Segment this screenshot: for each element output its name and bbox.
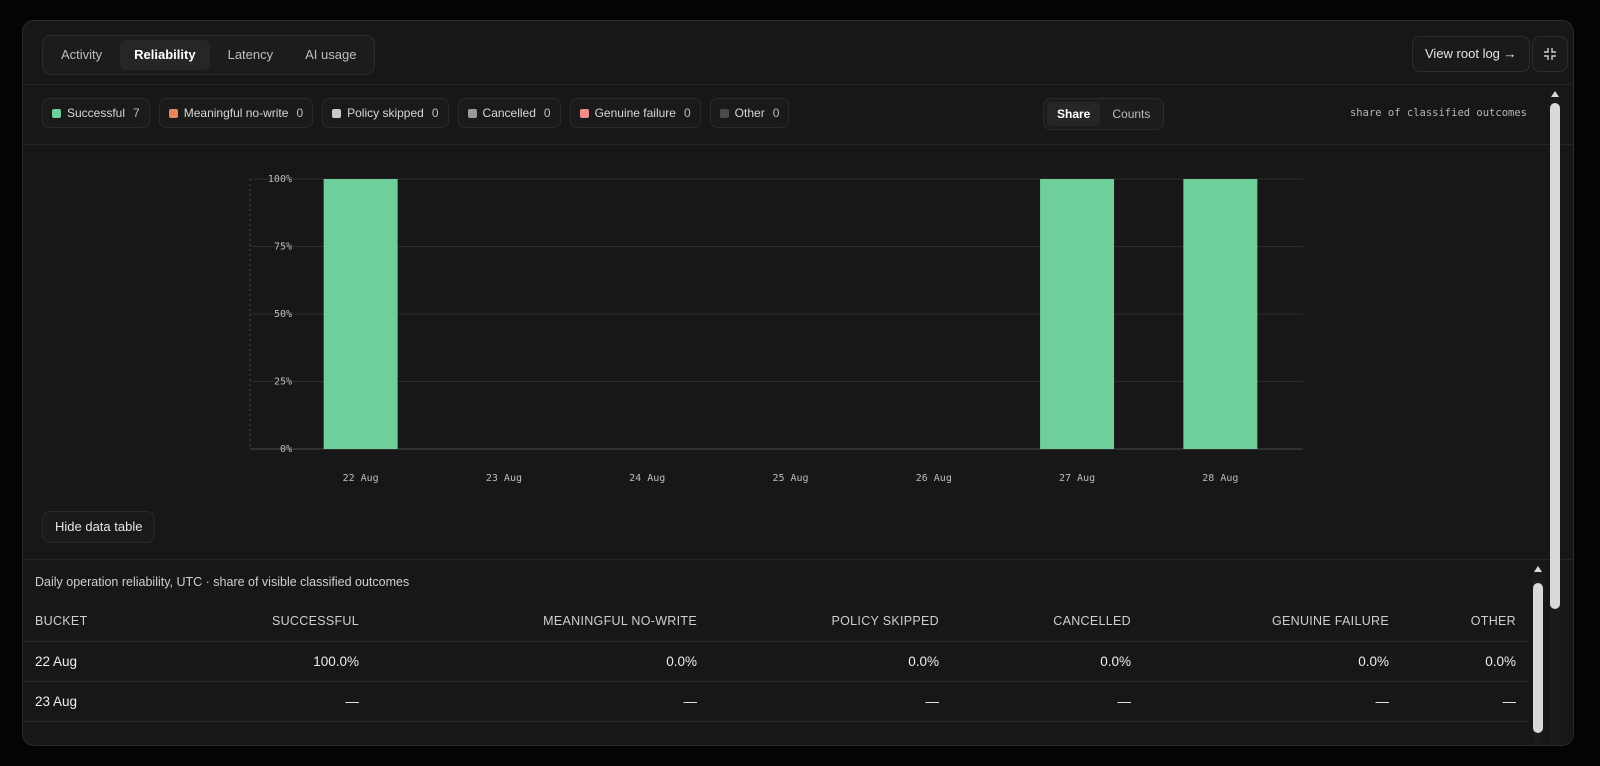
x-tick-label: 22 Aug xyxy=(343,473,379,484)
table-caption: Daily operation reliability, UTC · share… xyxy=(35,575,410,589)
reliability-chart: 0% 25% 50% 75% 100% 22 Aug 23 Aug 24 Aug 25 Aug 2… xyxy=(249,174,1303,484)
legend-swatch xyxy=(467,108,477,118)
y-tick-label: 25% xyxy=(274,377,292,388)
collapse-icon xyxy=(1544,48,1556,60)
y-tick-label: 75% xyxy=(274,242,292,253)
tab-activity[interactable]: Activity xyxy=(61,47,103,62)
table-cell: — xyxy=(1401,681,1528,722)
share-toggle[interactable]: Share xyxy=(1047,102,1101,126)
legend-count: 0 xyxy=(683,106,691,120)
column-header: POLICY SKIPPED xyxy=(709,601,951,642)
y-tick-label: 100% xyxy=(268,174,292,185)
data-table: BUCKET SUCCESSFUL MEANINGFUL NO-WRITE PO… xyxy=(23,601,1528,722)
legend: Successful 7 Meaningful no-write 0 Polic… xyxy=(42,98,790,128)
mode-toggle: Share Counts xyxy=(1043,98,1165,130)
table-cell: 0.0% xyxy=(1143,641,1401,682)
tab-ai-usage[interactable]: AI usage xyxy=(305,47,357,62)
legend-swatch xyxy=(719,108,729,118)
legend-swatch xyxy=(168,108,178,118)
collapse-button[interactable] xyxy=(1532,36,1568,72)
table-cell: — xyxy=(203,681,371,722)
table-cell: 0.0% xyxy=(371,641,709,682)
scroll-up-icon[interactable] xyxy=(1534,566,1542,572)
legend-swatch xyxy=(579,108,589,118)
table-row: 22 Aug 100.0% 0.0% 0.0% 0.0% 0.0% 0.0% xyxy=(23,641,1528,682)
panel-scrollbar-thumb[interactable] xyxy=(1550,103,1560,609)
y-tick-label: 50% xyxy=(274,309,292,320)
legend-chip-cancelled[interactable]: Cancelled 0 xyxy=(457,98,561,128)
table-cell: 100.0% xyxy=(203,641,371,682)
y-tick-label: 0% xyxy=(280,444,292,455)
legend-count: 0 xyxy=(431,106,439,120)
legend-chip-successful[interactable]: Successful 7 xyxy=(42,98,150,128)
table-cell: 23 Aug xyxy=(23,681,203,722)
legend-count: 0 xyxy=(772,106,780,120)
legend-chip-other[interactable]: Other 0 xyxy=(709,98,790,128)
x-tick-label: 24 Aug xyxy=(629,473,665,484)
x-tick-label: 27 Aug xyxy=(1059,473,1095,484)
legend-label: Policy skipped xyxy=(347,106,424,120)
table-cell: 0.0% xyxy=(1401,641,1528,682)
table-cell: — xyxy=(1143,681,1401,722)
table-cell: 22 Aug xyxy=(23,641,203,682)
bar xyxy=(323,179,398,449)
x-tick-label: 28 Aug xyxy=(1202,473,1238,484)
bar xyxy=(1040,179,1115,449)
view-tabs: Activity Reliability Latency AI usage xyxy=(42,35,376,75)
column-header: GENUINE FAILURE xyxy=(1143,601,1401,642)
x-tick-label: 26 Aug xyxy=(916,473,952,484)
table-row: 23 Aug — — — — — — xyxy=(23,681,1528,722)
legend-chip-meaningful-no-write[interactable]: Meaningful no-write 0 xyxy=(158,98,314,128)
legend-chip-genuine-failure[interactable]: Genuine failure 0 xyxy=(569,98,701,128)
x-tick-label: 23 Aug xyxy=(486,473,522,484)
column-header: MEANINGFUL NO-WRITE xyxy=(371,601,709,642)
legend-label: Successful xyxy=(67,106,126,120)
legend-count: 7 xyxy=(133,106,140,120)
legend-label: Cancelled xyxy=(482,106,536,120)
legend-label: Genuine failure xyxy=(594,106,676,120)
legend-label: Meaningful no-write xyxy=(183,106,289,120)
table-cell: 0.0% xyxy=(951,641,1143,682)
counts-toggle[interactable]: Counts xyxy=(1112,107,1151,121)
table-cell: — xyxy=(951,681,1143,722)
scroll-up-icon[interactable] xyxy=(1551,91,1559,97)
table-divider xyxy=(23,559,1573,560)
hide-data-table-button[interactable]: Hide data table xyxy=(42,511,156,543)
legend-divider xyxy=(23,144,1573,145)
legend-swatch xyxy=(332,108,342,118)
column-header: OTHER xyxy=(1401,601,1528,642)
column-header: CANCELLED xyxy=(951,601,1143,642)
x-tick-label: 25 Aug xyxy=(772,473,808,484)
table-cell: — xyxy=(371,681,709,722)
tab-latency[interactable]: Latency xyxy=(227,47,274,62)
legend-count: 0 xyxy=(296,106,304,120)
legend-label: Other xyxy=(734,106,765,120)
table-cell: 0.0% xyxy=(709,641,951,682)
table-header-row: BUCKET SUCCESSFUL MEANINGFUL NO-WRITE PO… xyxy=(23,601,1528,642)
table-scrollbar-thumb[interactable] xyxy=(1533,583,1543,733)
table-cell: — xyxy=(709,681,951,722)
share-note: share of classified outcomes xyxy=(1349,107,1527,119)
column-header: BUCKET xyxy=(23,601,203,642)
legend-chip-policy-skipped[interactable]: Policy skipped 0 xyxy=(322,98,449,128)
view-root-log-button[interactable]: View root log → xyxy=(1412,36,1530,72)
data-table-section: Daily operation reliability, UTC · share… xyxy=(23,561,1533,745)
bar xyxy=(1183,179,1258,449)
header-divider xyxy=(23,84,1573,85)
column-header: SUCCESSFUL xyxy=(203,601,371,642)
legend-count: 0 xyxy=(543,106,551,120)
legend-swatch xyxy=(52,108,61,118)
reliability-panel: Activity Reliability Latency AI usage Vi… xyxy=(22,20,1574,746)
tab-reliability[interactable]: Reliability xyxy=(120,40,210,70)
